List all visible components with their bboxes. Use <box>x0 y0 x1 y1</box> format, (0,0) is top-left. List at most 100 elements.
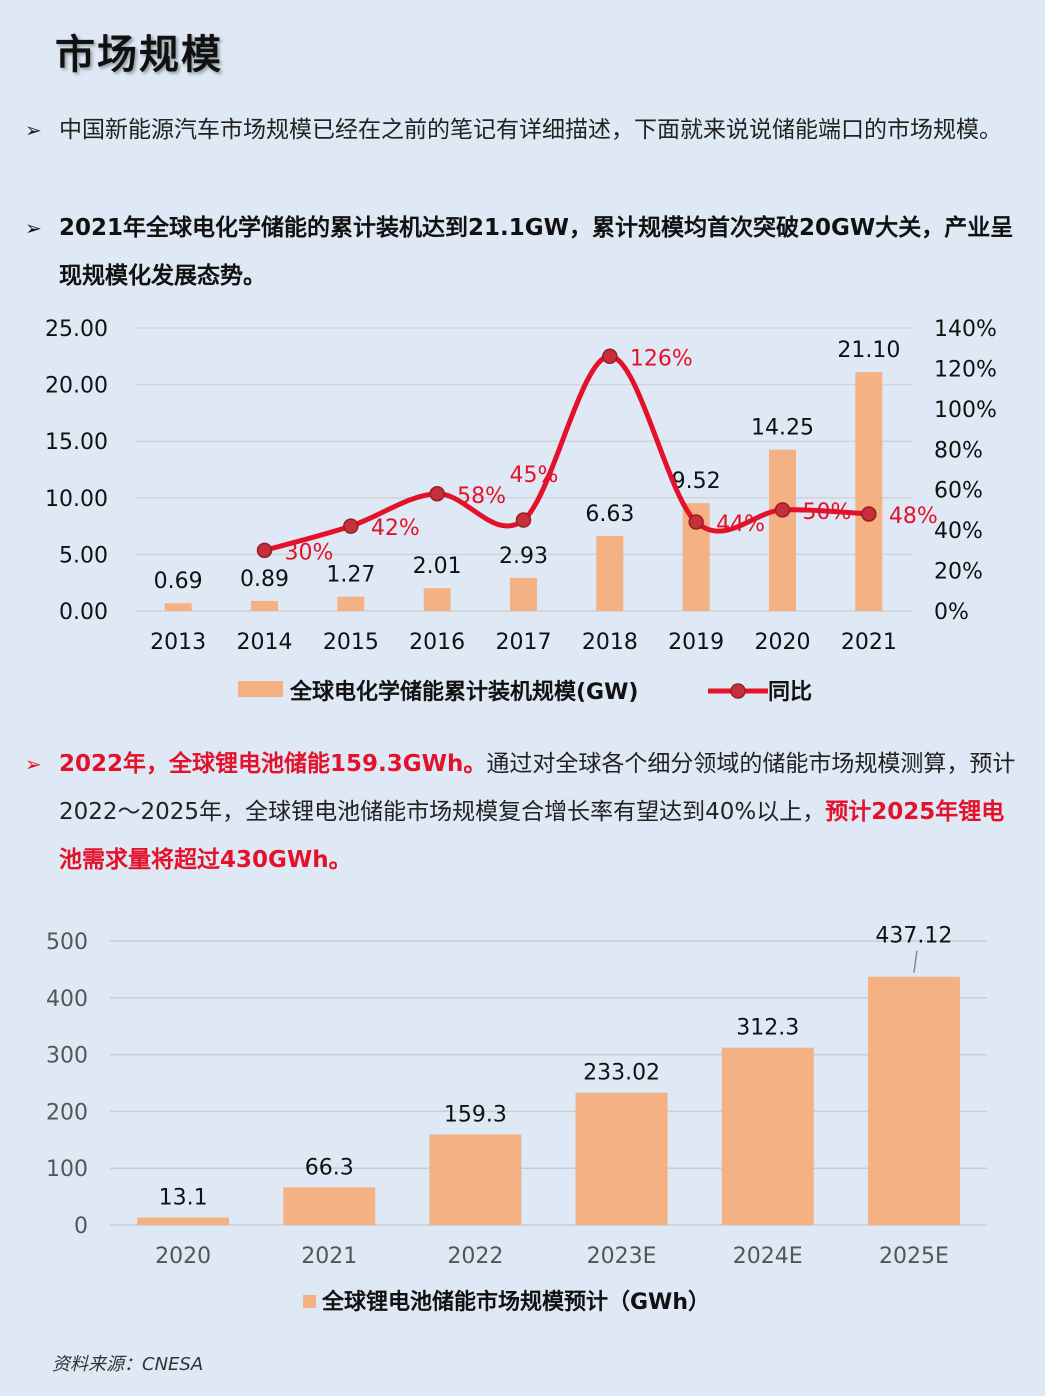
bar <box>137 1217 230 1225</box>
bullet-3-highlight-2: 预计2025年锂电池需求量将超过430GWh。 <box>59 799 1005 873</box>
legend-line-label: 同比 <box>768 680 812 705</box>
bar-value-label: 233.02 <box>583 1061 660 1086</box>
yoy-value-label: 44% <box>716 512 765 537</box>
source-note: 资料来源：CNESA <box>52 1354 204 1375</box>
bar <box>721 1047 814 1225</box>
bullet-1-text: 中国新能源汽车市场规模已经在之前的笔记有详细描述，下面就来说说储能端口的市场规模… <box>59 117 1002 143</box>
y-right-tick-label: 40% <box>934 519 983 544</box>
bar <box>423 588 451 611</box>
bar-value-label: 6.63 <box>585 502 634 527</box>
y-right-tick-label: 60% <box>934 479 983 504</box>
bar-value-label: 2.01 <box>413 554 462 579</box>
bullet-2: ➢ 2021年全球电化学储能的累计装机达到21.1GW，累计规模均首次突破20G… <box>25 204 1025 300</box>
bar-value-label: 437.12 <box>875 924 952 949</box>
yoy-line <box>263 353 869 553</box>
y-tick-label: 400 <box>46 987 88 1012</box>
y-tick-label: 500 <box>46 930 88 955</box>
y-right-tick-label: 140% <box>934 317 997 342</box>
bar <box>769 449 796 611</box>
yoy-value-label: 50% <box>803 500 852 525</box>
bullet-3-highlight-1: 2022年，全球锂电池储能159.3GWh。 <box>59 751 487 777</box>
y-left-tick-label: 15.00 <box>45 430 108 455</box>
y-right-tick-label: 120% <box>934 357 997 382</box>
lithium-storage-forecast-chart: 0 100 200 300 400 500 13.1 2020 66.3 2021 159.3 202… <box>46 924 987 1315</box>
bar-value-label: 0.69 <box>154 569 203 594</box>
y-left-tick-label: 0.00 <box>59 600 108 625</box>
bar-value-label: 9.52 <box>672 469 721 494</box>
x-tick-label: 2025E <box>879 1244 949 1269</box>
x-tick-label: 2024E <box>733 1244 803 1269</box>
y-right-tick-label: 100% <box>934 398 997 423</box>
yoy-marker <box>256 542 273 559</box>
yoy-marker <box>602 348 618 365</box>
y-tick-label: 300 <box>46 1044 88 1069</box>
x-tick-label: 2018 <box>582 630 638 655</box>
y-left-tick-label: 5.00 <box>59 543 108 568</box>
x-tick-label: 2020 <box>155 1244 211 1269</box>
yoy-marker <box>774 502 791 518</box>
yoy-marker <box>429 486 445 502</box>
y-right-tick-label: 0% <box>934 600 969 625</box>
bar <box>596 535 624 611</box>
y-tick-label: 100 <box>46 1157 88 1182</box>
yoy-marker <box>861 506 877 522</box>
yoy-value-label: 42% <box>371 516 420 541</box>
arrow-bullet-icon: ➢ <box>25 752 42 776</box>
bar <box>337 596 365 611</box>
y-left-tick-label: 25.00 <box>45 317 108 342</box>
x-tick-label: 2023E <box>587 1244 657 1269</box>
bar <box>510 577 537 611</box>
bar-value-label: 21.10 <box>837 338 900 363</box>
y-tick-label: 0 <box>74 1214 88 1239</box>
yoy-value-label: 126% <box>630 346 693 371</box>
y-tick-label: 200 <box>46 1100 88 1125</box>
bar-value-label: 66.3 <box>305 1155 354 1180</box>
bullet-1: ➢ 中国新能源汽车市场规模已经在之前的笔记有详细描述，下面就来说说储能端口的市场… <box>25 106 1025 154</box>
x-tick-label: 2020 <box>755 630 811 655</box>
legend-bar-swatch <box>303 1295 316 1308</box>
bullet-3-body: 通过对全球各个细分领域的储能市场规模测算，预计2022～2025年，全球锂电池储… <box>59 751 1016 825</box>
bar <box>251 600 278 611</box>
bar <box>283 1187 376 1225</box>
yoy-marker <box>343 518 359 534</box>
x-tick-label: 2016 <box>409 630 465 655</box>
yoy-marker <box>515 512 532 528</box>
label-leader-line <box>913 950 918 973</box>
bar-value-label: 13.1 <box>159 1186 208 1211</box>
bullet-3-text: 2022年，全球锂电池储能159.3GWh。通过对全球各个细分领域的储能市场规模… <box>59 740 1025 884</box>
x-tick-label: 2015 <box>323 630 379 655</box>
y-left-tick-label: 10.00 <box>45 487 108 512</box>
x-tick-label: 2017 <box>496 630 552 655</box>
arrow-bullet-icon: ➢ <box>25 216 42 240</box>
x-tick-label: 2021 <box>301 1244 357 1269</box>
y-right-tick-label: 80% <box>934 438 983 463</box>
bar <box>575 1092 668 1225</box>
bullet-3: ➢ 2022年，全球锂电池储能159.3GWh。通过对全球各个细分领域的储能市场… <box>25 740 1025 884</box>
cumulative-capacity-chart: 0.00 5.00 10.00 15.00 20.00 25.00 0% 20% 40% 60% 8… <box>45 317 997 705</box>
bar-value-label: 1.27 <box>326 563 375 588</box>
bar-value-label: 0.89 <box>240 567 289 592</box>
yoy-value-label: 45% <box>510 463 559 488</box>
arrow-bullet-icon: ➢ <box>25 118 42 142</box>
x-tick-label: 2019 <box>668 630 724 655</box>
y-right-tick-label: 20% <box>934 560 983 585</box>
yoy-value-label: 48% <box>889 504 938 529</box>
bar-value-label: 14.25 <box>751 416 814 441</box>
yoy-value-label: 30% <box>285 540 334 565</box>
yoy-marker <box>688 514 704 530</box>
bar-value-label: 312.3 <box>736 1016 799 1041</box>
bullet-2-text: 2021年全球电化学储能的累计装机达到21.1GW，累计规模均首次突破20GW大… <box>59 215 1014 289</box>
yoy-value-label: 58% <box>457 484 506 509</box>
legend-bar-label: 全球锂电池储能市场规模预计（GWh） <box>321 1289 710 1315</box>
bar <box>429 1134 522 1225</box>
legend-bar-swatch <box>238 681 283 697</box>
x-tick-label: 2013 <box>150 630 206 655</box>
bar <box>164 603 192 611</box>
x-tick-label: 2022 <box>447 1244 503 1269</box>
bar-value-label: 2.93 <box>499 544 548 569</box>
y-left-tick-label: 20.00 <box>45 374 108 399</box>
x-tick-label: 2014 <box>237 630 293 655</box>
x-tick-label: 2021 <box>841 630 897 655</box>
bar <box>867 976 960 1225</box>
bar-value-label: 159.3 <box>444 1103 507 1128</box>
